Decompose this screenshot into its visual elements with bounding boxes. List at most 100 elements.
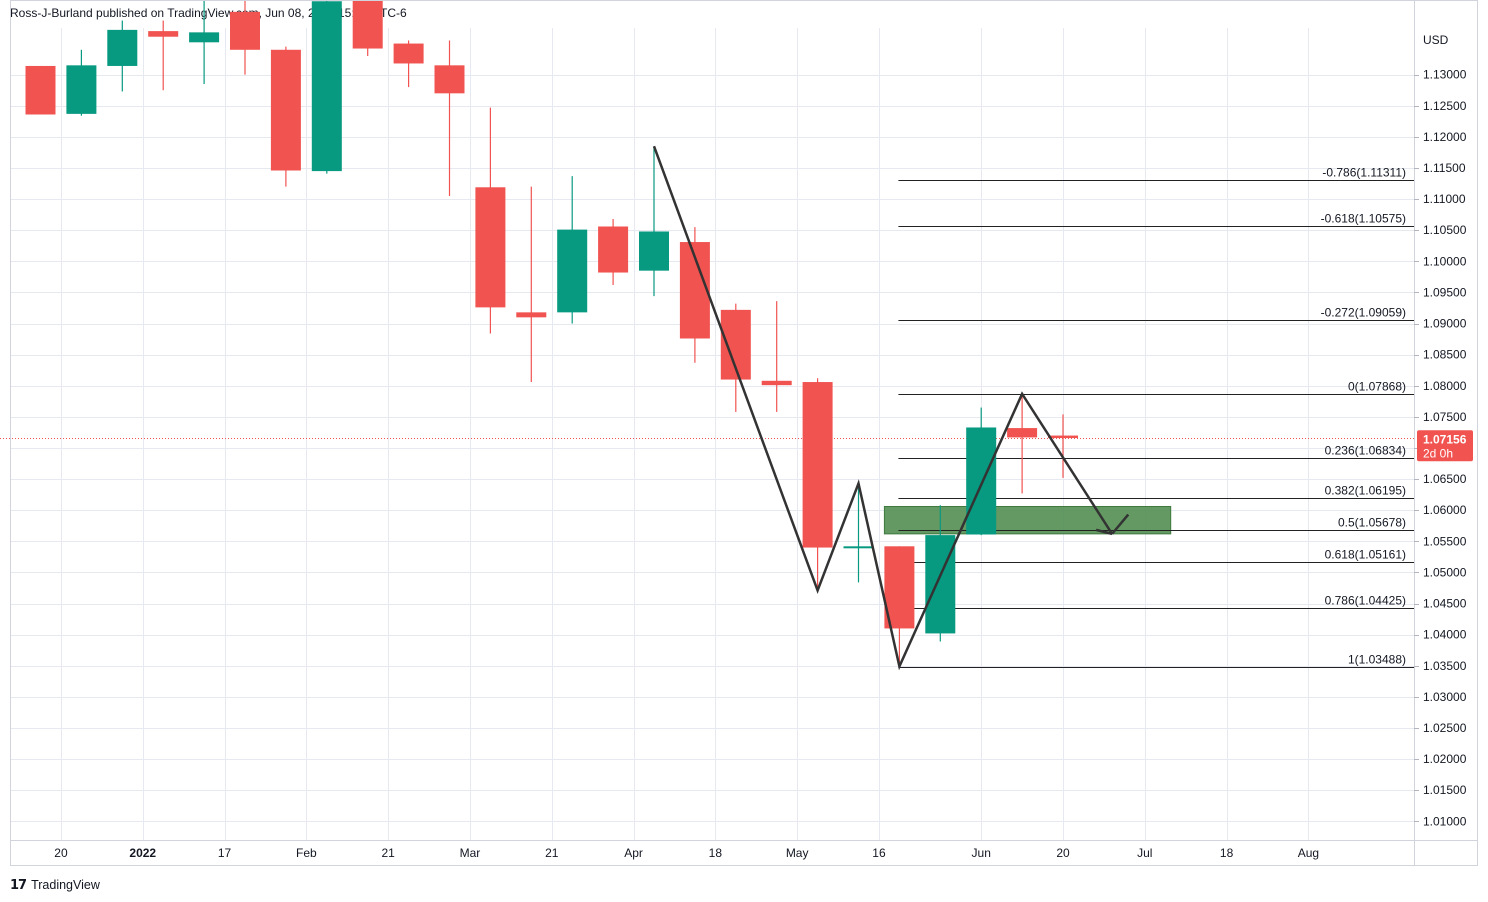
- arrow-head-left: [1095, 528, 1113, 536]
- tradingview-footer[interactable]: 17 TradingView: [10, 876, 100, 894]
- candle: [598, 219, 629, 285]
- candle: [884, 546, 915, 667]
- candle-body: [434, 65, 465, 94]
- time-tick-label: 2022: [129, 846, 156, 860]
- fib-level-label: 0.236(1.06834): [1325, 444, 1406, 458]
- publish-header: Ross-J-Burland published on TradingView.…: [10, 6, 407, 20]
- price-tick-label: 1.10000: [1423, 254, 1467, 268]
- candle: [516, 186, 547, 383]
- candle: [475, 107, 506, 334]
- candle: [25, 65, 56, 115]
- price-tick-label: 1.08500: [1423, 348, 1467, 362]
- candle-body: [1007, 428, 1038, 438]
- zigzag-pattern: [652, 145, 1130, 671]
- candle-body: [966, 427, 997, 535]
- tradingview-logo-icon: 17: [10, 877, 27, 893]
- price-tick-label: 1.10500: [1423, 223, 1467, 237]
- candle: [352, 0, 383, 56]
- candles: [25, 0, 1078, 667]
- price-tick-label: 1.09500: [1423, 285, 1467, 299]
- candle-body: [598, 226, 629, 273]
- tradingview-brand: TradingView: [31, 878, 100, 892]
- price-axis[interactable]: USD 1.13000 1.12500 1.12000 1.11500 1.11000 1…: [1414, 33, 1467, 828]
- candle-body: [148, 31, 179, 37]
- candle: [434, 40, 465, 196]
- price-tick-label: 1.11000: [1423, 192, 1466, 206]
- candle-body: [1048, 435, 1078, 439]
- time-tick-label: 16: [872, 846, 886, 860]
- candle-body: [66, 65, 97, 114]
- time-tick-label: Feb: [296, 846, 317, 860]
- candle-body: [802, 382, 833, 548]
- time-tick-label: May: [786, 846, 809, 860]
- price-tick-label: 1.01000: [1423, 814, 1467, 828]
- price-tick-label: 1.04500: [1423, 597, 1467, 611]
- candle: [148, 20, 179, 91]
- candle-body: [25, 65, 56, 115]
- candle: [189, 0, 220, 84]
- price-tick-label: 1.06500: [1423, 472, 1467, 486]
- candle-body: [107, 29, 138, 66]
- candle: [679, 227, 710, 363]
- zigzag-line: [652, 145, 1114, 671]
- time-tick-label: 21: [381, 846, 395, 860]
- time-tick-label: Mar: [460, 846, 481, 860]
- candle: [230, 0, 260, 75]
- fib-level-label: -0.618(1.10575): [1321, 212, 1406, 226]
- price-tick-label: 1.05500: [1423, 534, 1467, 548]
- time-axis[interactable]: 20 2022 17 Feb 21 Mar 21 Apr 18 May 16 Jun 20 Jul 18 Au…: [54, 846, 1319, 860]
- candle: [966, 407, 997, 536]
- price-tick-label: 1.04000: [1423, 628, 1467, 642]
- price-tick-label: 1.12000: [1423, 130, 1467, 144]
- time-tick-label: 20: [1056, 846, 1070, 860]
- price-tick-label: 1.01500: [1423, 783, 1467, 797]
- fib-level-label: 0.382(1.06195): [1325, 484, 1406, 498]
- fib-level-label: 0.786(1.04425): [1325, 594, 1406, 608]
- fib-level-label: 1(1.03488): [1348, 653, 1406, 667]
- candle-body: [639, 231, 669, 271]
- candle-body: [516, 312, 547, 318]
- chart-frame: [10, 0, 1478, 866]
- time-tick-label: 20: [54, 846, 68, 860]
- candle: [66, 49, 97, 116]
- price-tick-label: 1.06000: [1423, 503, 1467, 517]
- time-tick-label: 18: [1220, 846, 1234, 860]
- candle-body: [843, 546, 874, 549]
- demand-zone-layer: [883, 505, 1172, 535]
- time-tick-label: 18: [709, 846, 723, 860]
- price-tick-label: 1.03500: [1423, 659, 1467, 673]
- price-badge-background: [1417, 430, 1473, 462]
- grid: [10, 28, 1414, 840]
- candle: [843, 483, 874, 583]
- candle-body: [557, 229, 588, 313]
- fib-level-label: 0.618(1.05161): [1325, 548, 1406, 562]
- fib-level-label: 0(1.07868): [1348, 380, 1406, 394]
- current-price-value: 1.07156: [1423, 432, 1467, 446]
- candle: [311, 0, 342, 174]
- candle: [802, 378, 833, 591]
- candle: [1007, 393, 1038, 494]
- time-tick-label: Jun: [972, 846, 991, 860]
- price-tick-label: 1.02500: [1423, 721, 1467, 735]
- price-tick-label: 1.07500: [1423, 410, 1467, 424]
- time-tick-label: Aug: [1298, 846, 1319, 860]
- fib-level-label: -0.272(1.09059): [1321, 306, 1406, 320]
- candle-body: [311, 1, 342, 172]
- arrow-head-right: [1111, 513, 1130, 535]
- time-tick-label: 21: [545, 846, 559, 860]
- candle-body: [884, 546, 915, 629]
- candle: [270, 46, 301, 187]
- price-tick-label: 1.11500: [1423, 161, 1466, 175]
- fib-level-label: 0.5(1.05678): [1338, 516, 1406, 530]
- candle: [393, 40, 424, 88]
- price-tick-label: 1.12500: [1423, 99, 1467, 113]
- time-tick-label: Apr: [624, 846, 643, 860]
- candle: [557, 176, 588, 324]
- price-tick-label: 1.03000: [1423, 690, 1467, 704]
- candle-body: [761, 380, 792, 386]
- price-tick-label: 1.02000: [1423, 752, 1467, 766]
- candle: [107, 20, 138, 92]
- candle-body: [270, 49, 301, 171]
- time-tick-label: 17: [218, 846, 232, 860]
